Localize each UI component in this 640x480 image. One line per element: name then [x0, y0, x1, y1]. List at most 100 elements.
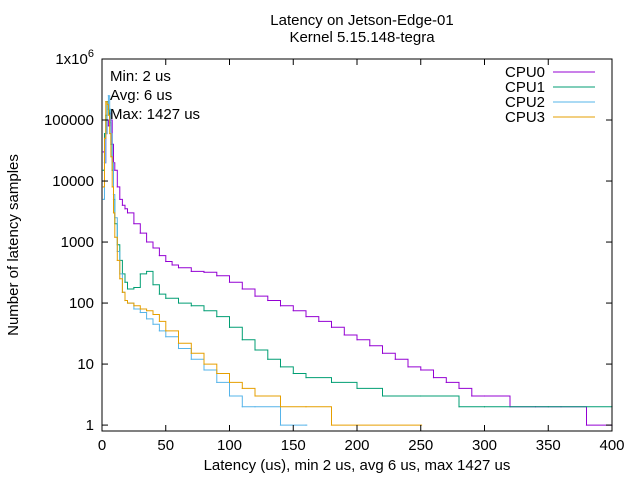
data-point-cpu3: [116, 259, 118, 262]
x-tick-label: 250: [408, 437, 433, 454]
data-point-cpu0: [152, 247, 154, 249]
stat-avg: Avg: 6 us: [110, 87, 172, 104]
data-point-cpu0: [407, 366, 409, 368]
data-point-cpu0: [458, 387, 460, 389]
data-point-cpu1: [279, 366, 282, 368]
data-point-cpu3: [330, 424, 333, 426]
series-line-cpu2: [103, 95, 308, 426]
data-point-cpu0: [126, 212, 129, 214]
data-point-cpu3: [228, 381, 231, 384]
data-point-cpu0: [318, 320, 320, 323]
data-point-cpu0: [483, 395, 486, 397]
data-point-cpu0: [241, 288, 243, 290]
y-tick-label: 10: [77, 356, 94, 373]
data-point-cpu1: [203, 310, 205, 312]
data-point-cpu3: [105, 101, 107, 103]
legend-label-cpu1: CPU1: [505, 79, 545, 96]
y-axis-label: Number of latency samples: [5, 154, 22, 336]
data-point-cpu1: [228, 326, 231, 328]
data-point-cpu1: [330, 381, 333, 384]
data-point-cpu2: [279, 424, 282, 426]
data-point-cpu3: [106, 103, 108, 106]
x-axis-label: Latency (us), min 2 us, avg 6 us, max 14…: [204, 457, 511, 474]
x-tick-label: 100: [217, 437, 242, 454]
data-point-cpu1: [483, 406, 486, 408]
data-point-cpu1: [146, 270, 148, 273]
data-point-cpu2: [165, 336, 167, 338]
x-tick-label: 150: [281, 437, 306, 454]
data-point-cpu3: [139, 308, 141, 310]
x-tick-label: 0: [98, 437, 106, 454]
data-point-cpu1: [547, 406, 549, 408]
data-point-cpu0: [119, 198, 121, 200]
legend-label-cpu2: CPU2: [505, 94, 545, 111]
data-point-cpu3: [103, 137, 106, 139]
data-point-cpu0: [432, 377, 435, 379]
data-point-cpu0: [585, 424, 588, 426]
data-point-cpu2: [254, 406, 256, 408]
data-point-cpu2: [241, 406, 243, 408]
series-line-cpu0: [103, 112, 612, 426]
data-point-cpu0: [445, 381, 447, 384]
data-point-cpu1: [102, 169, 104, 171]
data-point-cpu0: [343, 334, 345, 336]
data-point-cpu2: [133, 308, 135, 310]
data-point-cpu0: [471, 395, 473, 397]
data-point-cpu3: [146, 310, 148, 312]
data-point-cpu3: [216, 372, 218, 375]
data-point-cpu1: [305, 377, 307, 379]
stat-min: Min: 2 us: [110, 68, 171, 85]
data-point-cpu0: [369, 345, 371, 347]
x-tick-label: 300: [472, 437, 497, 454]
data-point-cpu3: [114, 236, 116, 238]
data-point-cpu0: [158, 254, 160, 257]
data-point-cpu3: [165, 330, 167, 332]
data-point-cpu1: [216, 315, 218, 318]
data-point-cpu0: [420, 369, 422, 371]
data-point-cpu1: [254, 349, 256, 351]
data-point-cpu2: [109, 108, 111, 110]
data-point-cpu3: [124, 299, 126, 302]
data-point-cpu2: [158, 330, 160, 332]
data-point-cpu0: [139, 232, 141, 234]
data-point-cpu1: [420, 395, 422, 397]
data-point-cpu0: [116, 186, 118, 188]
data-point-cpu0: [107, 125, 109, 127]
chart-title: Latency on Jetson-Edge-01: [270, 12, 453, 29]
data-point-cpu0: [216, 275, 218, 277]
legend-label-cpu0: CPU0: [505, 64, 545, 81]
data-point-cpu1: [103, 132, 106, 135]
stat-max: Max: 1427 us: [110, 106, 200, 123]
data-point-cpu3: [119, 278, 121, 280]
data-point-cpu0: [381, 352, 384, 354]
stats-box: Min: 2 us Avg: 6 us Max: 1427 us: [110, 68, 200, 123]
data-point-cpu2: [107, 95, 109, 97]
data-point-cpu2: [177, 347, 180, 350]
data-point-cpu3: [203, 363, 205, 365]
data-point-cpu3: [177, 342, 180, 344]
data-point-cpu2: [305, 424, 307, 426]
data-point-cpu1: [139, 273, 141, 275]
data-point-cpu1: [177, 302, 180, 304]
data-point-cpu0: [114, 169, 116, 171]
data-point-cpu3: [158, 320, 160, 323]
data-point-cpu0: [267, 299, 269, 302]
data-point-cpu3: [112, 212, 115, 214]
data-point-cpu1: [292, 372, 294, 375]
data-point-cpu1: [133, 286, 135, 289]
data-point-cpu3: [133, 305, 135, 307]
data-point-cpu0: [394, 358, 396, 360]
data-point-cpu3: [241, 387, 243, 389]
data-point-cpu1: [158, 293, 160, 295]
data-point-cpu0: [254, 295, 256, 297]
series-layer: [102, 95, 613, 426]
data-point-cpu3: [107, 114, 109, 116]
data-point-cpu3: [121, 291, 123, 293]
data-point-cpu3: [111, 186, 113, 188]
y-tick-label: 1: [86, 417, 94, 434]
x-tick-label: 200: [344, 437, 369, 454]
ticks-layer: 0 50 100 150 200 250 300 350 400 1 10 100 1000 10000 1…: [44, 48, 625, 454]
